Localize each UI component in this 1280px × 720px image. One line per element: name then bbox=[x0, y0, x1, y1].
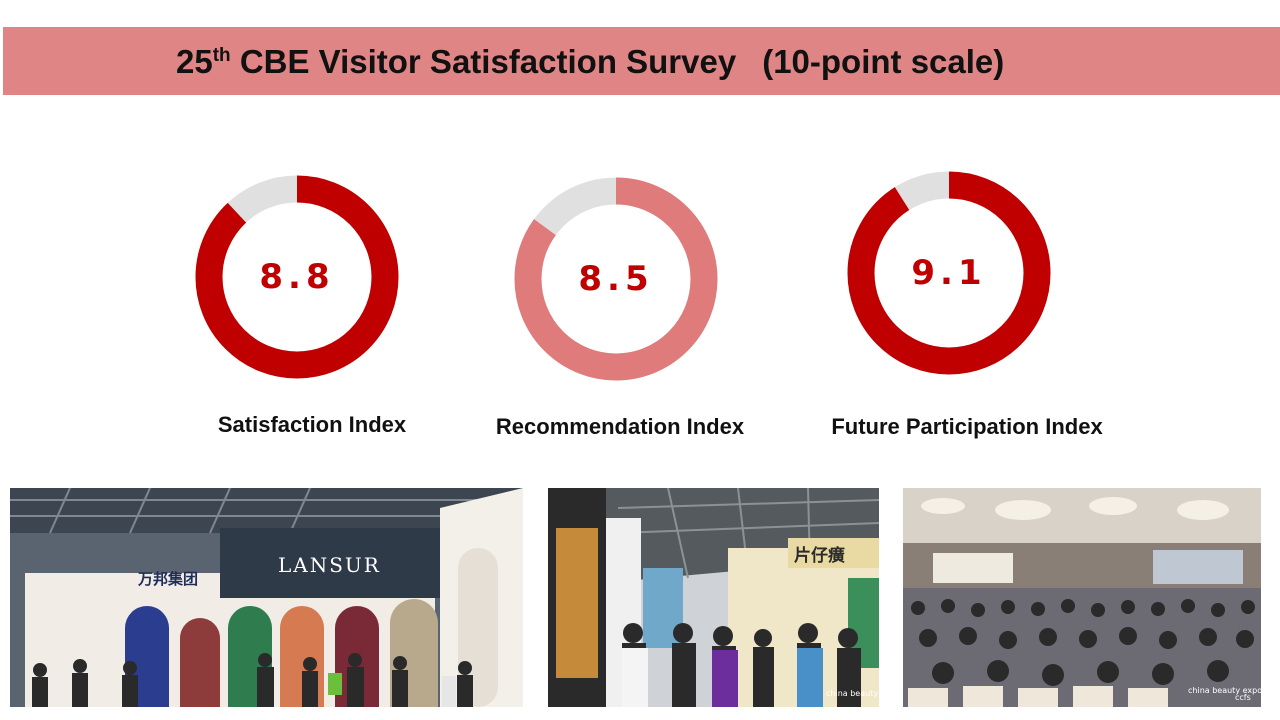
future-participation-arc bbox=[847, 171, 1051, 375]
title-suffix: th bbox=[212, 45, 231, 66]
recommendation-label: Recommendation Index bbox=[495, 414, 745, 439]
satisfaction-value: 8.8 bbox=[259, 257, 335, 297]
photo-logo-1: china beauty expo bbox=[826, 689, 879, 698]
recommendation-donut: 8.5 bbox=[513, 176, 719, 382]
satisfaction-label: Satisfaction Index bbox=[217, 412, 407, 437]
exhibition-booth-photo: 万邦集团 LANSUR bbox=[10, 488, 523, 707]
photo-sign: 片仔癀 bbox=[794, 545, 845, 566]
title-main: CBE Visitor Satisfaction Survey bbox=[230, 43, 737, 80]
exhibition-aisle-photo: 片仔癀 china beauty expo bbox=[548, 488, 879, 707]
photo-logo-1b: china beauty expo bbox=[1188, 686, 1261, 695]
photo-banner-2: LANSUR bbox=[278, 553, 381, 577]
satisfaction-donut-chart bbox=[195, 175, 399, 379]
conference-hall-photo: china beauty expo ccfs bbox=[903, 488, 1261, 707]
title-bar: 25th CBE Visitor Satisfaction Survey (10-… bbox=[3, 27, 1280, 95]
future-participation-donut: 9.1 bbox=[846, 170, 1052, 376]
recommendation-value: 8.5 bbox=[578, 259, 654, 299]
recommendation-donut-chart bbox=[514, 177, 718, 381]
title-number: 25 bbox=[176, 43, 213, 80]
title-scale: (10-point scale) bbox=[762, 43, 1005, 80]
future-participation-label: Future Participation Index bbox=[831, 414, 1103, 439]
recommendation-arc bbox=[514, 177, 718, 381]
future-participation-value: 9.1 bbox=[911, 253, 987, 293]
satisfaction-donut: 8.8 bbox=[194, 174, 400, 380]
photo-banner-1: 万邦集团 bbox=[137, 570, 198, 588]
future-participation-donut-chart bbox=[847, 171, 1051, 375]
photo-logo-2: ccfs bbox=[1235, 693, 1251, 702]
page-title: 25th CBE Visitor Satisfaction Survey (10-… bbox=[176, 27, 1004, 95]
satisfaction-arc bbox=[195, 175, 399, 379]
